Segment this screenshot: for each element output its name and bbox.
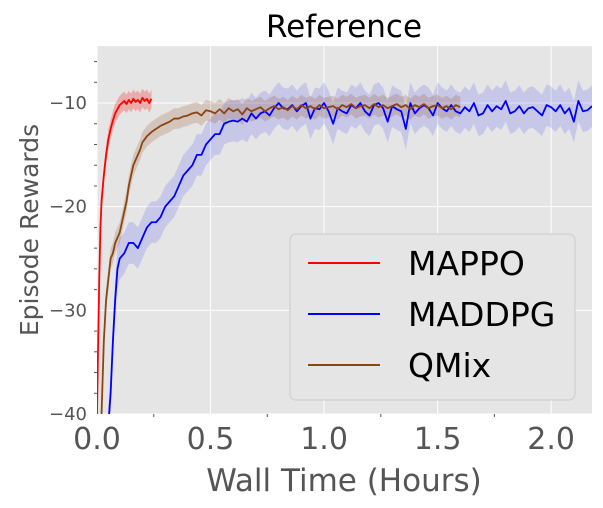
legend-label-mappo: MAPPO — [408, 244, 525, 283]
x-tick-label: 2.0 — [527, 422, 575, 457]
series-line-qmix — [100, 103, 461, 414]
legend: MAPPO MADDPG QMix — [289, 233, 576, 401]
y-tick-label: −10 — [49, 93, 87, 114]
legend-label-qmix: QMix — [408, 346, 491, 385]
series-lines — [97, 96, 592, 414]
x-tick-label: 1.0 — [300, 422, 348, 457]
x-tick-label: 1.5 — [414, 422, 462, 457]
legend-label-maddpg: MADDPG — [408, 295, 555, 334]
chart-title: Reference — [266, 9, 422, 45]
legend-box — [289, 233, 576, 401]
x-tick-label: 0.5 — [187, 422, 235, 457]
y-tick-label: −30 — [49, 300, 87, 321]
x-tick-label: 0.0 — [73, 422, 121, 457]
axis-ticks: 0.0 0.5 1.0 1.5 2.0 −40 −30 −20 −10 — [49, 61, 575, 457]
x-axis-label: Wall Time (Hours) — [206, 463, 481, 499]
y-axis-label: Episode Rewards — [15, 124, 44, 336]
y-tick-label: −20 — [49, 197, 87, 218]
series-line-mappo — [97, 96, 153, 414]
y-tick-label: −40 — [49, 404, 87, 425]
series-line-maddpg — [108, 100, 592, 414]
